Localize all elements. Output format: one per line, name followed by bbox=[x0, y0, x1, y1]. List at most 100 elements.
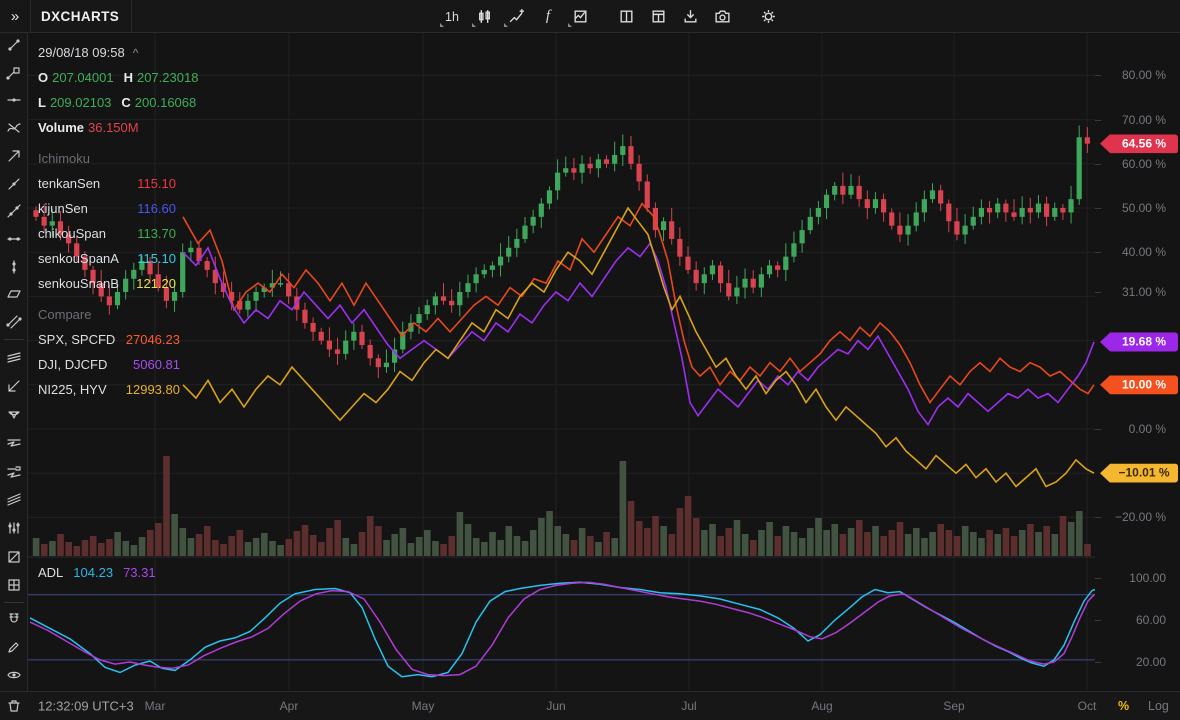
axis-label: 80.00 % bbox=[1121, 68, 1166, 83]
senkousnanb-label: senkouSnanB bbox=[38, 276, 119, 291]
flag-line bbox=[6, 67, 20, 80]
trend-line-tool-button[interactable] bbox=[3, 34, 25, 56]
axis-tick bbox=[1095, 291, 1101, 293]
collapse-legend-button[interactable]: ^ bbox=[132, 45, 139, 60]
parallel-lines-tool-button[interactable] bbox=[3, 489, 25, 511]
extended-line bbox=[7, 204, 21, 218]
adl-slow-value: 73.31 bbox=[123, 565, 156, 580]
month-label: May bbox=[411, 699, 435, 713]
price-tag: −10.01 % bbox=[1100, 463, 1178, 483]
eye-tool-button[interactable] bbox=[3, 664, 25, 686]
low-label: L bbox=[38, 95, 46, 110]
vertical-sliders bbox=[8, 522, 20, 534]
functions-button[interactable]: f bbox=[534, 4, 562, 30]
app-logo: DXCHARTS bbox=[30, 0, 133, 33]
ichimoku-title[interactable]: Ichimoku bbox=[38, 151, 91, 166]
volume-value: 36.150M bbox=[88, 120, 139, 135]
layout-split-button[interactable] bbox=[612, 4, 640, 30]
brush-tool-button[interactable] bbox=[3, 636, 25, 658]
time-axis-bar[interactable]: 12:32:09 UTC+3 % Log Mar Apr May Jun Jul Aug S… bbox=[0, 691, 1180, 720]
axis-label: 40.00 % bbox=[1121, 245, 1166, 260]
spx-value: 27046.23 bbox=[125, 332, 180, 347]
adl-fast-value: 104.23 bbox=[73, 565, 114, 580]
add-indicator-button[interactable] bbox=[502, 4, 530, 30]
compare-row: DJI, DJCFD 5060.81 bbox=[38, 352, 180, 377]
month-label: Aug bbox=[811, 699, 833, 713]
axis-tick bbox=[1095, 429, 1101, 430]
indicator-row: senkouSpanA 115.10 bbox=[38, 246, 176, 271]
fan-tool-tool-button[interactable] bbox=[3, 404, 25, 426]
parallelogram bbox=[7, 290, 21, 298]
adl-axis-label: 100.00 bbox=[1129, 571, 1166, 585]
axis-label: −20.00 % bbox=[1114, 510, 1166, 525]
low-value: 209.02103 bbox=[49, 95, 112, 110]
drawing-toolbar bbox=[0, 33, 28, 720]
export-button[interactable] bbox=[676, 4, 704, 30]
expand-sidebar-button[interactable]: » bbox=[0, 0, 30, 33]
function-icon: f bbox=[545, 8, 551, 24]
grid-window-tool-button[interactable] bbox=[3, 574, 25, 596]
chart-image-button[interactable] bbox=[566, 4, 594, 30]
chart-type-button[interactable] bbox=[470, 4, 498, 30]
close-label: C bbox=[121, 95, 131, 110]
vertical-line-tool-button[interactable] bbox=[3, 256, 25, 278]
timeframe-button[interactable]: 1h bbox=[438, 4, 466, 30]
compare-row: NI225, HYV 12993.80 bbox=[38, 377, 180, 402]
ni225-label: NI225, HYV bbox=[38, 382, 107, 397]
indicator-row: tenkanSen 115.10 bbox=[38, 171, 176, 196]
curve-cross bbox=[7, 123, 21, 133]
box-diagonal-tool-button[interactable] bbox=[3, 546, 25, 568]
axis-tick bbox=[1095, 662, 1101, 663]
arrow-down-left-tool-button[interactable] bbox=[3, 375, 25, 397]
horizontal-ray-tool-button[interactable] bbox=[3, 228, 25, 250]
axis-tick bbox=[1095, 208, 1101, 209]
chart-tools-group: 1h f bbox=[438, 0, 782, 33]
delete-drawings-button[interactable] bbox=[3, 695, 25, 717]
axis-label: 31.00 % bbox=[1121, 284, 1166, 299]
chart-canvas[interactable] bbox=[28, 33, 1095, 691]
magnet-tool-button[interactable] bbox=[3, 608, 25, 630]
log-scale-toggle[interactable]: Log bbox=[1148, 699, 1169, 713]
pitchfork-b-tool-button[interactable] bbox=[3, 461, 25, 483]
indicator-row: chikouSpan 113.70 bbox=[38, 221, 176, 246]
percent-scale-toggle[interactable]: % bbox=[1118, 699, 1130, 713]
vertical-sliders-tool-button[interactable] bbox=[3, 517, 25, 539]
horizontal-line-tool-button[interactable] bbox=[3, 89, 25, 111]
compare-title[interactable]: Compare bbox=[38, 307, 92, 322]
timeframe-label: 1h bbox=[445, 9, 459, 24]
month-label: Apr bbox=[279, 699, 299, 713]
ohlc-row-1: O 207.04001 H 207.23018 bbox=[38, 65, 208, 90]
snapshot-button[interactable] bbox=[708, 4, 736, 30]
download-icon bbox=[683, 10, 697, 23]
arrow-down-left bbox=[8, 380, 20, 392]
open-value: 207.04001 bbox=[52, 70, 114, 85]
box-diagonal bbox=[8, 551, 20, 563]
ray-line-tool-button[interactable] bbox=[3, 173, 25, 195]
tenkansen-label: tenkanSen bbox=[38, 176, 101, 191]
arrow-up-right-tool-button[interactable] bbox=[3, 145, 25, 167]
layout-grid-button[interactable] bbox=[644, 4, 672, 30]
gear-icon bbox=[761, 10, 775, 23]
trash bbox=[8, 700, 20, 712]
extended-line-tool-button[interactable] bbox=[3, 200, 25, 222]
layout-split-icon bbox=[619, 10, 633, 23]
price-axis[interactable]: 80.00 % 70.00 % 60.00 % 50.00 % 40.00 % 31.00… bbox=[1095, 33, 1180, 691]
curve-cross-tool-button[interactable] bbox=[3, 117, 25, 139]
clock[interactable]: 12:32:09 UTC+3 bbox=[38, 698, 134, 714]
trend-plus-icon bbox=[509, 9, 524, 23]
parallel-channel-tool-button[interactable] bbox=[3, 311, 25, 333]
pitchfork-a-tool-button[interactable] bbox=[3, 432, 25, 454]
month-label: Jul bbox=[681, 699, 697, 713]
spx-label: SPX, SPCFD bbox=[38, 332, 116, 347]
axis-tick bbox=[1095, 620, 1101, 621]
parallelogram-tool-button[interactable] bbox=[3, 283, 25, 305]
axis-label: 60.00 % bbox=[1121, 156, 1166, 171]
price-tag: 64.56 % bbox=[1100, 134, 1178, 154]
flag-line-tool-button[interactable] bbox=[3, 62, 25, 84]
angle-lines-tool-button[interactable] bbox=[3, 347, 25, 369]
toolbar-divider bbox=[4, 339, 24, 340]
settings-button[interactable] bbox=[754, 4, 782, 30]
fan-tool bbox=[8, 411, 20, 419]
ohlc-row-2: L 209.02103 C 200.16068 bbox=[38, 90, 208, 115]
